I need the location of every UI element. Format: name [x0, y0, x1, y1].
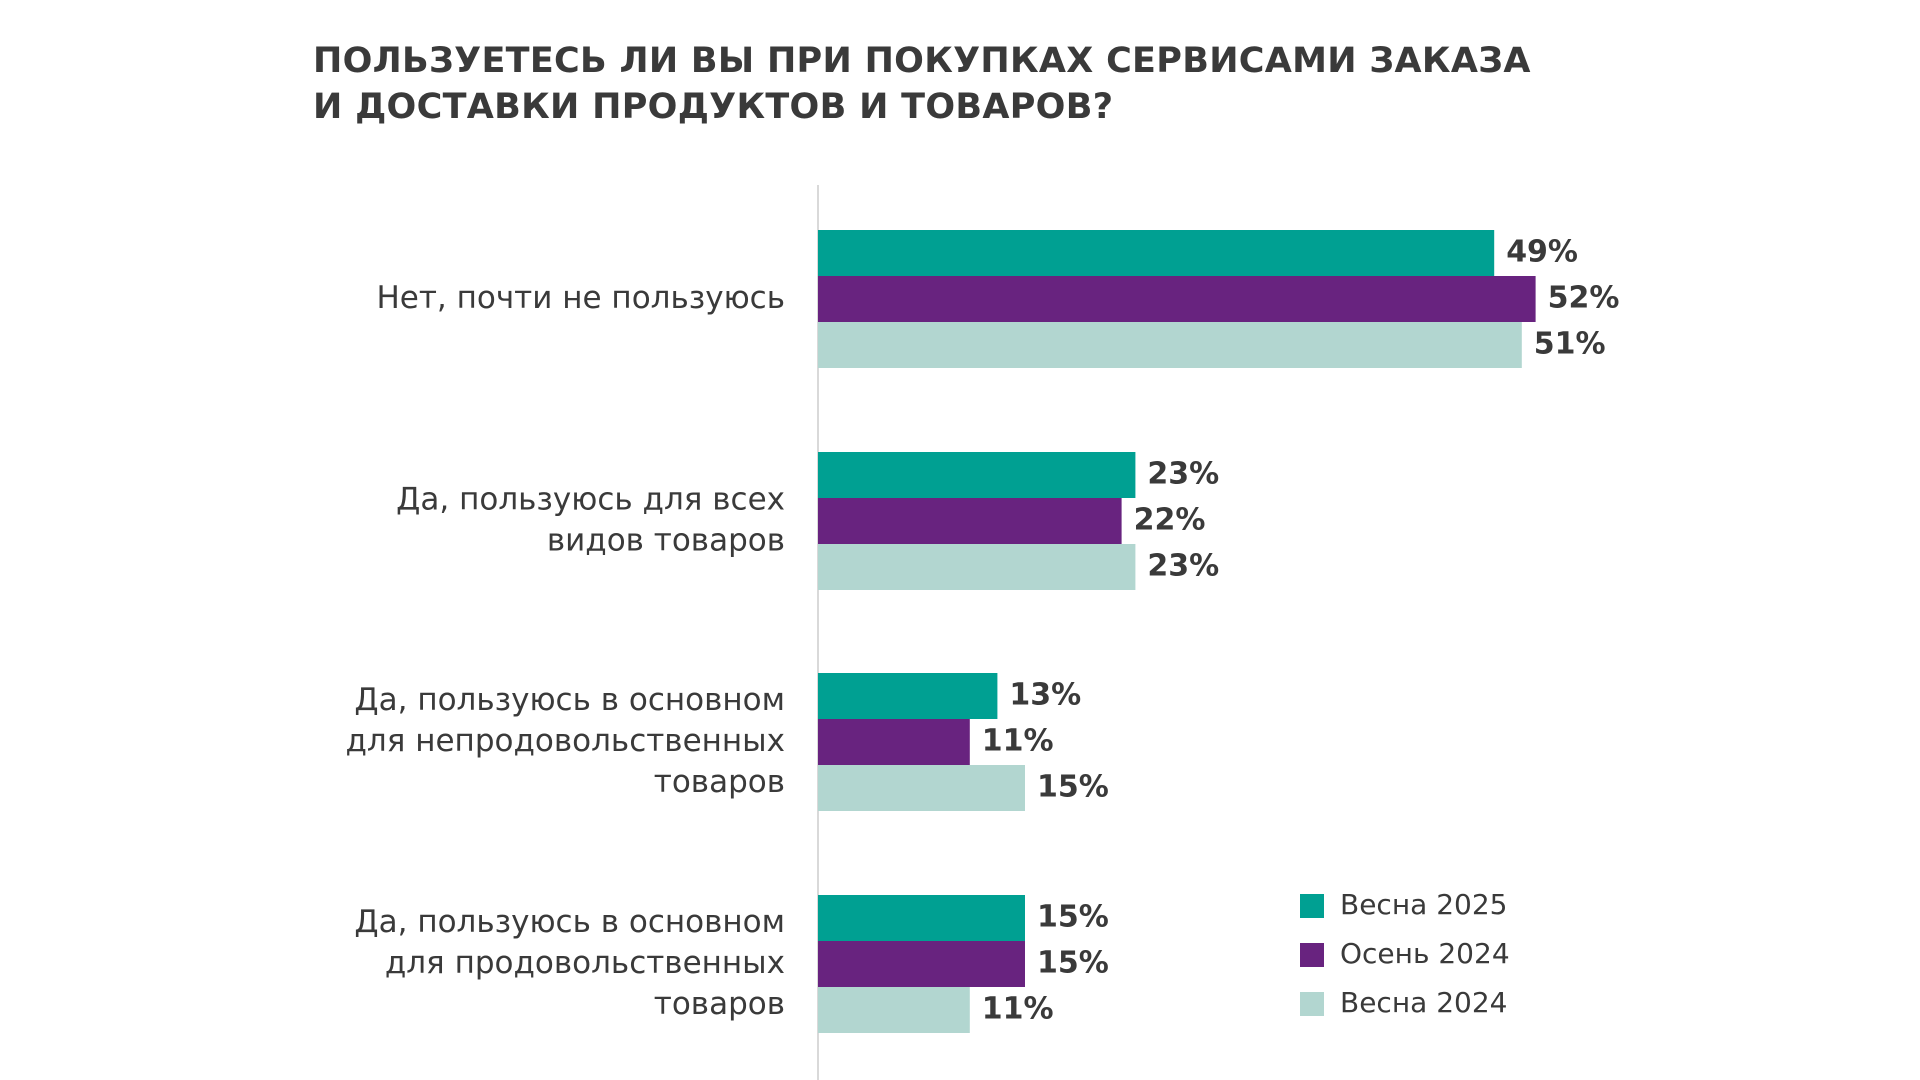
bar	[818, 673, 998, 719]
bar	[818, 941, 1025, 987]
data-label: 22%	[1134, 503, 1206, 538]
category-label-line: Да, пользуюсь в основном	[354, 904, 785, 940]
bar	[818, 719, 970, 765]
legend-label: Весна 2024	[1340, 986, 1507, 1019]
category-label: Нет, почти не пользуюсь	[376, 280, 785, 316]
category-label: Да, пользуюсь в основном для продовольств…	[354, 904, 785, 1022]
data-label: 15%	[1037, 946, 1109, 981]
category-label-line: для продовольственных	[385, 945, 785, 981]
category-label-line: товаров	[654, 764, 785, 800]
bar	[818, 230, 1495, 276]
category-label-line: видов товаров	[547, 522, 785, 558]
bar	[818, 987, 970, 1033]
bar	[818, 452, 1136, 498]
category-label-line: Да, пользуюсь для всех	[396, 481, 785, 517]
data-label: 11%	[982, 992, 1054, 1027]
category-label-line: Нет, почти не пользуюсь	[376, 280, 785, 316]
bar	[818, 765, 1025, 811]
category-label: Да, пользуюсь для всех видов товаров	[396, 481, 785, 558]
bar	[818, 322, 1522, 368]
category-label-line: для непродовольственных	[345, 723, 785, 759]
bar	[818, 544, 1136, 590]
data-label: 49%	[1506, 235, 1578, 270]
data-label: 15%	[1037, 900, 1109, 935]
bar	[818, 498, 1122, 544]
chart-title-line-2: И ДОСТАВКИ ПРОДУКТОВ И ТОВАРОВ?	[313, 87, 1114, 127]
chart-title-line-1: ПОЛЬЗУЕТЕСЬ ЛИ ВЫ ПРИ ПОКУПКАХ СЕРВИСАМИ…	[313, 41, 1531, 81]
category-label-line: Да, пользуюсь в основном	[354, 682, 785, 718]
category-label-line: товаров	[654, 986, 785, 1022]
legend-swatch	[1300, 943, 1324, 967]
data-label: 11%	[982, 724, 1054, 759]
chart-title: ПОЛЬЗУЕТЕСЬ ЛИ ВЫ ПРИ ПОКУПКАХ СЕРВИСАМИ…	[313, 38, 1613, 130]
data-label: 51%	[1534, 327, 1606, 362]
legend-swatch	[1300, 894, 1324, 918]
bar	[818, 895, 1025, 941]
bar	[818, 276, 1536, 322]
data-label: 15%	[1037, 770, 1109, 805]
data-label: 23%	[1147, 457, 1219, 492]
category-label: Да, пользуюсь в основном для непродовольс…	[345, 682, 785, 800]
data-label: 52%	[1548, 281, 1620, 316]
legend-label: Осень 2024	[1340, 937, 1510, 970]
data-label: 23%	[1147, 549, 1219, 584]
legend-label: Весна 2025	[1340, 888, 1507, 921]
legend-swatch	[1300, 992, 1324, 1016]
data-label: 13%	[1009, 678, 1081, 713]
